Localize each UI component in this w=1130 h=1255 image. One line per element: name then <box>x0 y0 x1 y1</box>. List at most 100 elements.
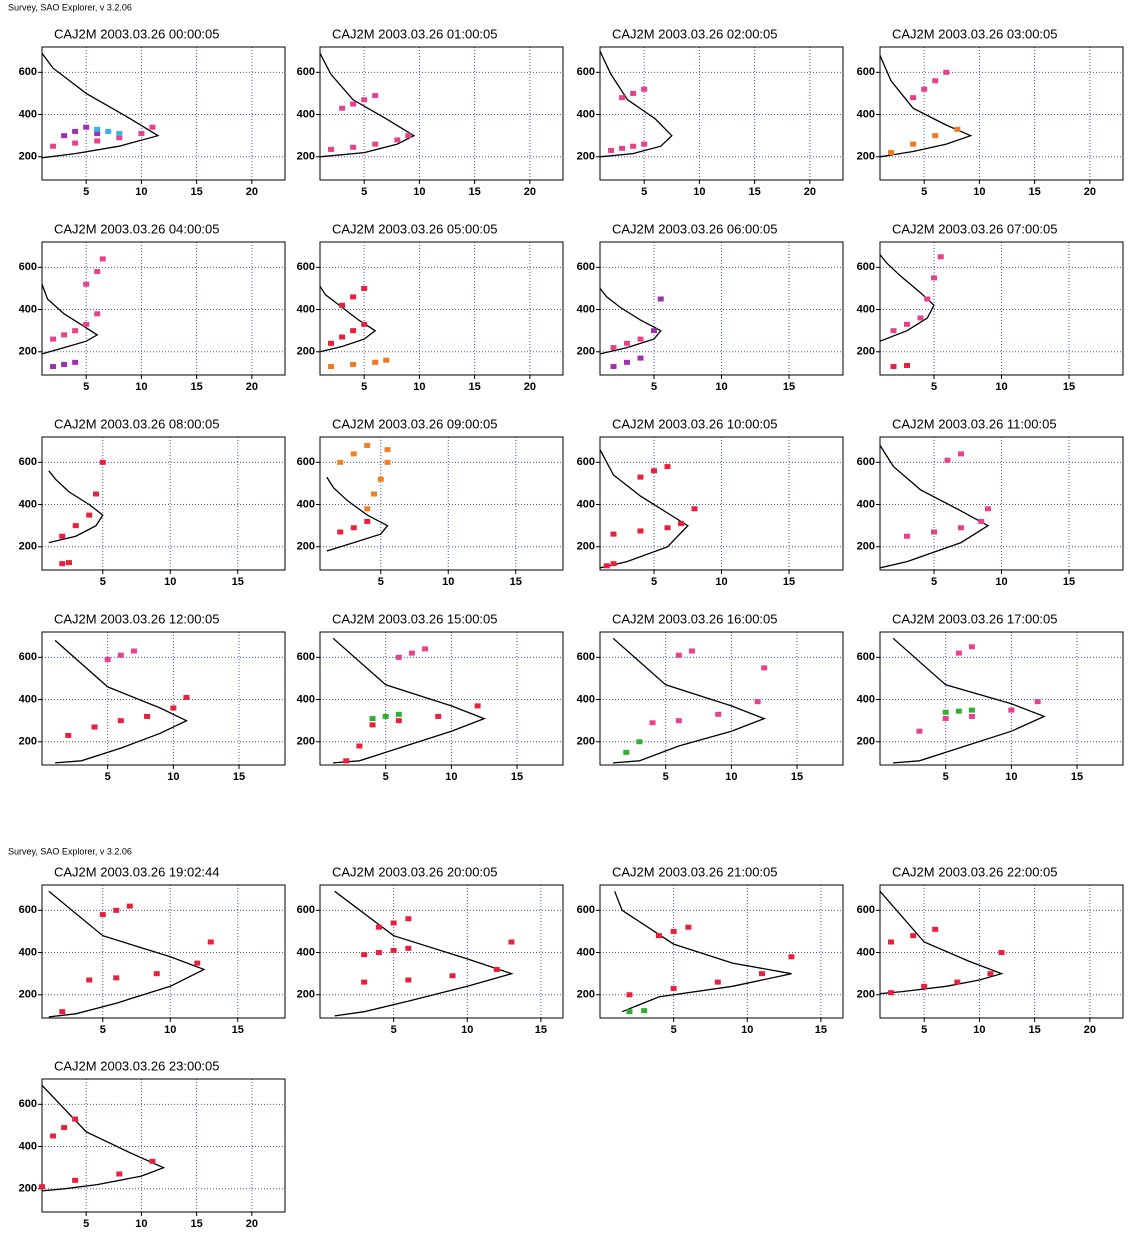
echo-point <box>94 311 101 317</box>
x-tick-label: 5 <box>651 576 657 588</box>
echo-point <box>93 491 99 497</box>
echo-point <box>931 529 937 535</box>
y-tick-label: 400 <box>577 303 595 315</box>
echo-point <box>678 521 684 527</box>
y-tick-label: 400 <box>857 303 875 315</box>
echo-point <box>50 1133 57 1139</box>
echo-point <box>405 133 412 139</box>
echo-point <box>72 359 79 365</box>
echo-point <box>651 328 657 334</box>
plot-frame <box>879 631 1124 766</box>
echo-point <box>153 971 160 977</box>
profile-curve <box>332 637 487 764</box>
y-tick-label: 200 <box>577 541 595 553</box>
y-tick-label: 400 <box>297 693 315 705</box>
profile-curve <box>326 476 389 552</box>
echo-point <box>361 952 368 958</box>
y-tick-label: 200 <box>297 541 315 553</box>
echo-point <box>384 459 391 465</box>
x-tick-label: 10 <box>442 576 454 588</box>
echo-point <box>890 328 897 334</box>
echo-point <box>610 364 617 370</box>
profile-curve <box>54 639 188 764</box>
echo-point <box>688 648 695 654</box>
y-tick-label: 400 <box>297 303 315 315</box>
echo-point <box>350 361 357 367</box>
echo-point <box>126 903 133 909</box>
y-tick-label: 600 <box>19 1098 37 1110</box>
echo-point <box>183 694 190 700</box>
echo-point <box>636 739 643 745</box>
y-tick-label: 200 <box>297 989 315 1001</box>
echo-point <box>372 93 379 99</box>
echo-point <box>942 709 949 715</box>
echo-point <box>610 345 617 351</box>
panel-title: CAJ2M 2003.03.26 17:00:05 <box>892 611 1058 626</box>
echo-point <box>624 340 630 346</box>
echo-point <box>937 254 944 260</box>
y-tick-label: 200 <box>19 736 37 748</box>
panel-title: CAJ2M 2003.03.26 15:00:05 <box>332 611 498 626</box>
echo-point <box>117 718 124 724</box>
echo-point <box>608 147 615 153</box>
echo-point <box>144 713 151 719</box>
echo-point <box>369 716 376 722</box>
echo-point <box>94 131 101 137</box>
panel-title: CAJ2M 2003.03.26 10:00:05 <box>612 416 778 431</box>
echo-point <box>759 971 765 977</box>
echo-point <box>116 131 123 137</box>
echo-point <box>955 708 962 714</box>
echo-point <box>675 718 682 724</box>
echo-point <box>104 656 111 662</box>
echo-point <box>890 364 897 370</box>
echo-point <box>395 718 402 724</box>
echo-point <box>361 979 368 985</box>
echo-point <box>626 992 633 998</box>
echo-point <box>904 321 910 327</box>
echo-point <box>610 561 617 567</box>
echo-point <box>637 528 644 534</box>
x-tick-label: 5 <box>378 576 384 588</box>
echo-point <box>130 648 137 654</box>
y-tick-label: 400 <box>19 946 37 958</box>
plot-frame <box>879 436 1124 571</box>
echo-point <box>921 983 928 989</box>
echo-point <box>339 302 346 308</box>
echo-point <box>361 97 368 103</box>
echo-point <box>637 474 644 480</box>
echo-point <box>364 518 371 524</box>
plot-frame <box>41 631 286 766</box>
echo-point <box>113 975 120 981</box>
x-tick-label: 10 <box>725 771 737 783</box>
echo-point <box>888 150 895 156</box>
y-tick-label: 400 <box>577 946 595 958</box>
profile-curve <box>599 449 689 569</box>
x-tick-label: 20 <box>804 186 816 198</box>
x-tick-label: 10 <box>167 771 179 783</box>
x-tick-label: 15 <box>191 381 203 393</box>
plot-frame <box>879 46 1124 181</box>
x-tick-label: 5 <box>105 771 111 783</box>
y-tick-label: 600 <box>857 651 875 663</box>
x-tick-label: 5 <box>641 186 647 198</box>
echo-point <box>194 960 201 966</box>
echo-point <box>924 296 931 302</box>
echo-point <box>116 1171 123 1177</box>
echo-point <box>649 720 656 726</box>
x-tick-label: 10 <box>715 576 727 588</box>
y-tick-label: 200 <box>19 151 37 163</box>
echo-point <box>375 950 382 956</box>
echo-point <box>910 95 917 101</box>
y-tick-label: 200 <box>577 346 595 358</box>
echo-point <box>955 650 962 656</box>
y-tick-label: 600 <box>297 904 315 916</box>
y-tick-label: 400 <box>297 108 315 120</box>
x-tick-label: 15 <box>191 1218 203 1230</box>
echo-point <box>61 361 68 367</box>
plot-frame <box>599 631 844 766</box>
echo-point <box>61 133 68 139</box>
echo-point <box>932 78 939 84</box>
echo-point <box>94 138 101 144</box>
echo-point <box>405 945 412 951</box>
echo-point <box>94 269 101 275</box>
